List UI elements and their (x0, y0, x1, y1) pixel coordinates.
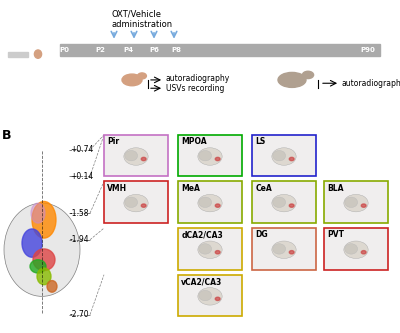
Bar (104, 181, 168, 223)
Ellipse shape (141, 157, 146, 161)
Ellipse shape (4, 203, 80, 296)
Ellipse shape (124, 194, 148, 212)
Ellipse shape (215, 297, 220, 301)
Text: P2: P2 (95, 47, 105, 53)
Ellipse shape (289, 251, 294, 254)
Text: B: B (2, 129, 12, 142)
Ellipse shape (199, 151, 212, 161)
Text: P4: P4 (123, 47, 133, 53)
Bar (324, 228, 388, 270)
Ellipse shape (215, 251, 220, 254)
Ellipse shape (31, 203, 45, 223)
Text: -2.70: -2.70 (70, 310, 90, 319)
Ellipse shape (199, 197, 212, 207)
Ellipse shape (34, 50, 42, 58)
Bar (8, 52, 28, 57)
Text: LS: LS (255, 137, 266, 146)
Ellipse shape (361, 251, 366, 254)
Bar (324, 181, 388, 223)
Bar (60, 44, 380, 56)
Text: DG: DG (255, 230, 268, 239)
Text: -1.94: -1.94 (70, 235, 90, 244)
Text: BLA: BLA (327, 184, 344, 193)
Ellipse shape (47, 280, 57, 292)
Text: VMH: VMH (107, 184, 127, 193)
Ellipse shape (361, 204, 366, 207)
Text: USVs recording: USVs recording (166, 84, 224, 93)
Ellipse shape (22, 229, 42, 257)
Text: Pir: Pir (107, 137, 119, 146)
Text: P90: P90 (360, 47, 376, 53)
Ellipse shape (344, 241, 368, 258)
Text: vCA2/CA3: vCA2/CA3 (181, 277, 222, 286)
Ellipse shape (30, 260, 46, 273)
Ellipse shape (122, 74, 142, 86)
Text: CeA: CeA (255, 184, 272, 193)
Ellipse shape (125, 197, 138, 207)
Text: OXT/Vehicle
administration: OXT/Vehicle administration (112, 10, 173, 29)
Text: autoradiography: autoradiography (342, 79, 400, 88)
Text: +0.14: +0.14 (70, 172, 93, 181)
Text: MeA: MeA (181, 184, 200, 193)
Ellipse shape (272, 241, 296, 258)
Text: +0.74: +0.74 (70, 145, 93, 155)
Ellipse shape (273, 151, 286, 161)
Ellipse shape (32, 201, 56, 238)
Ellipse shape (273, 244, 286, 254)
Text: dCA2/CA3: dCA2/CA3 (181, 230, 223, 239)
Ellipse shape (124, 148, 148, 165)
Ellipse shape (199, 290, 212, 301)
Text: autoradiography: autoradiography (166, 74, 230, 83)
Ellipse shape (289, 204, 294, 207)
Ellipse shape (33, 249, 55, 270)
Bar (252, 228, 316, 270)
Text: P6: P6 (149, 47, 159, 53)
Ellipse shape (345, 244, 358, 254)
Ellipse shape (278, 73, 306, 88)
Ellipse shape (199, 244, 212, 254)
Ellipse shape (289, 157, 294, 161)
Ellipse shape (141, 204, 146, 207)
Ellipse shape (215, 204, 220, 207)
Ellipse shape (302, 71, 314, 79)
Ellipse shape (344, 194, 368, 212)
Ellipse shape (37, 268, 51, 285)
Text: P8: P8 (171, 47, 181, 53)
Ellipse shape (198, 241, 222, 258)
Bar (178, 228, 242, 270)
Ellipse shape (273, 197, 286, 207)
Text: P0: P0 (59, 47, 69, 53)
Text: PVT: PVT (327, 230, 344, 239)
Bar (104, 135, 168, 176)
Ellipse shape (272, 194, 296, 212)
Bar (178, 135, 242, 176)
Ellipse shape (345, 197, 358, 207)
Ellipse shape (138, 73, 146, 79)
Ellipse shape (272, 148, 296, 165)
Ellipse shape (198, 148, 222, 165)
Bar (178, 275, 242, 316)
Bar (252, 181, 316, 223)
Bar (252, 135, 316, 176)
Ellipse shape (198, 288, 222, 305)
Ellipse shape (215, 157, 220, 161)
Ellipse shape (125, 151, 138, 161)
Text: -1.58: -1.58 (70, 208, 90, 218)
Bar (178, 181, 242, 223)
Ellipse shape (198, 194, 222, 212)
Text: MPOA: MPOA (181, 137, 207, 146)
